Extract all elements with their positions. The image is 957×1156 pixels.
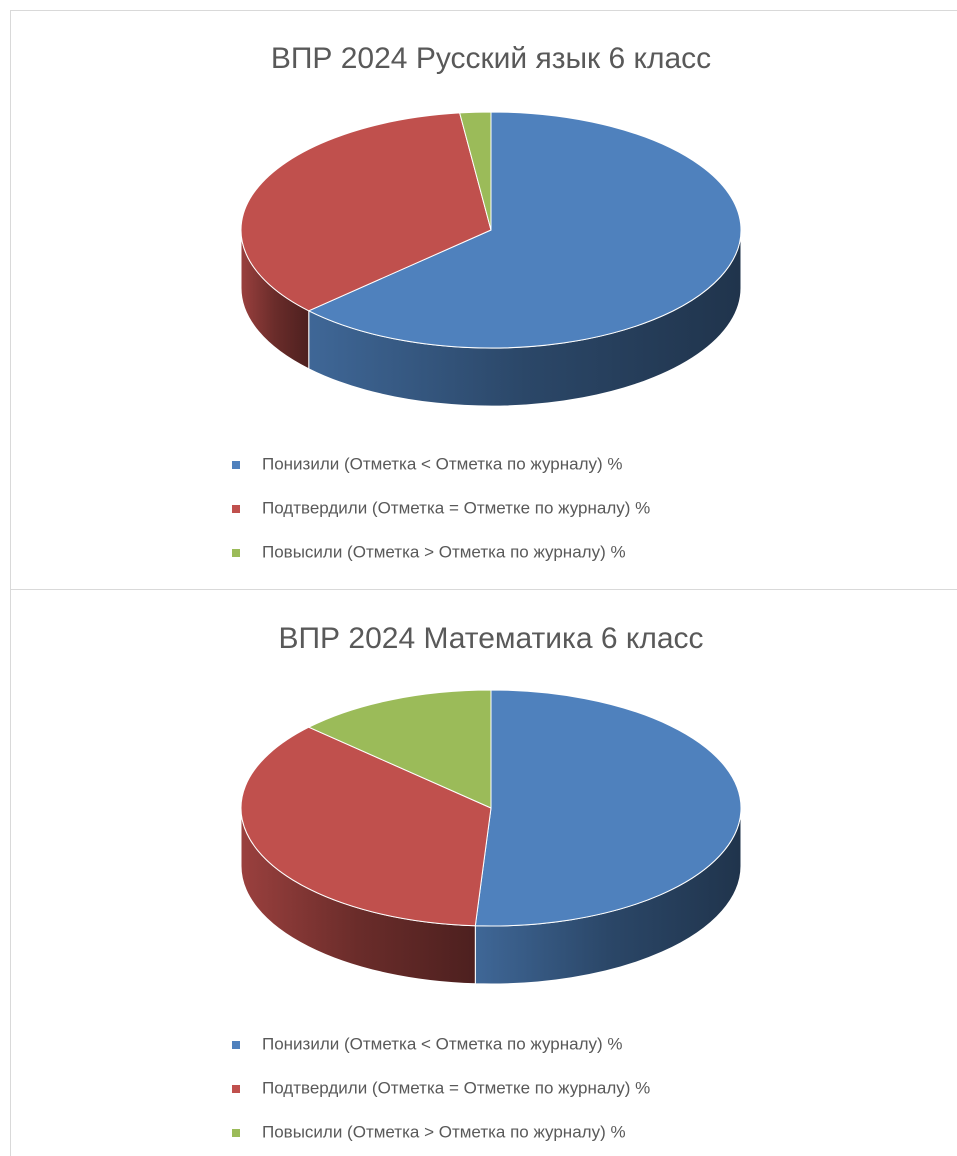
legend-swatch — [232, 1041, 240, 1049]
legend-swatch — [232, 505, 240, 513]
pie-slice — [474, 689, 742, 927]
legend-swatch — [232, 549, 240, 557]
legend-label: Повысили (Отметка > Отметка по журналу) … — [262, 1122, 626, 1141]
legend-swatch — [232, 1085, 240, 1093]
legend-swatch — [232, 461, 240, 469]
legend-label: Повысили (Отметка > Отметка по журналу) … — [262, 542, 626, 561]
legend-label: Подтвердили (Отметка = Отметке по журнал… — [262, 498, 650, 517]
pie-slice — [459, 111, 492, 231]
pie-slice — [240, 112, 492, 312]
legend-label: Понизили (Отметка < Отметка по журналу) … — [262, 1034, 623, 1053]
panel-frame — [10, 589, 957, 1156]
pie-slice — [240, 726, 492, 927]
pie-slice — [307, 689, 492, 809]
chart-title: ВПР 2024 Математика 6 класс — [278, 622, 703, 655]
legend-label: Понизили (Отметка < Отметка по журналу) … — [262, 454, 623, 473]
legend-swatch — [232, 1129, 240, 1137]
pie-slice — [307, 111, 742, 349]
legend-label: Подтвердили (Отметка = Отметке по журнал… — [262, 1078, 650, 1097]
chart-title: ВПР 2024 Русский язык 6 класс — [271, 42, 711, 75]
